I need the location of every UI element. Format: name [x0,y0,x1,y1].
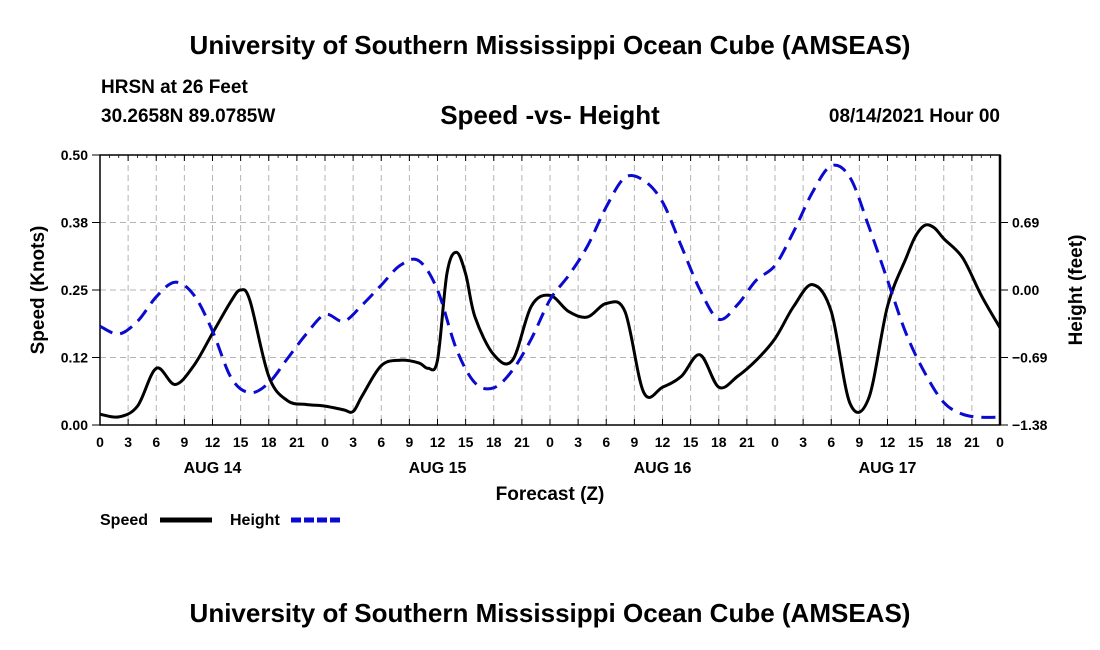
x-tick-label: 15 [233,434,249,450]
x-tick-label: 12 [880,434,896,450]
y-tick-label: 0.38 [61,215,88,231]
x-day-label: AUG 17 [859,460,917,477]
y-tick-label: 0.50 [61,147,88,163]
x-tick-label: 18 [711,434,727,450]
x-day-label: AUG 14 [184,460,242,477]
x-tick-label: 9 [855,434,863,450]
x-tick-label: 15 [908,434,924,450]
x-tick-label: 12 [430,434,446,450]
x-tick-label: 6 [827,434,835,450]
forecast-datestamp: 08/14/2021 Hour 00 [828,106,1000,127]
legend-label-speed: Speed [100,512,148,529]
y-tick-label: 0.12 [61,350,88,366]
x-tick-label: 0 [96,434,104,450]
x-tick-label: 18 [936,434,952,450]
x-tick-label: 21 [514,434,530,450]
x-tick-label: 15 [683,434,699,450]
x-day-label: AUG 16 [634,460,692,477]
x-tick-label: 3 [124,434,132,450]
x-tick-label: 12 [655,434,671,450]
footer-title: University of Southern Mississippi Ocean… [189,598,911,628]
station-coordinates: 30.2658N 89.0785W [101,106,276,127]
x-tick-label: 12 [205,434,221,450]
y-axis-title: Speed (Knots) [28,226,49,355]
y-right-tick-label: 0.69 [1012,215,1039,231]
x-tick-label: 0 [996,434,1004,450]
x-tick-label: 18 [486,434,502,450]
x-tick-label: 3 [349,434,357,450]
y-right-tick-label: 0.00 [1012,282,1039,298]
x-tick-label: 9 [180,434,188,450]
y-tick-label: 0.00 [61,417,88,433]
x-tick-label: 9 [405,434,413,450]
x-day-label: AUG 15 [409,460,467,477]
x-tick-label: 6 [602,434,610,450]
x-tick-label: 3 [799,434,807,450]
chart-main-title: University of Southern Mississippi Ocean… [189,30,911,60]
station-label: HRSN at 26 Feet [101,77,248,98]
x-tick-label: 6 [377,434,385,450]
x-tick-label: 15 [458,434,474,450]
height-series-line [99,163,1001,419]
legend-label-height: Height [230,512,280,529]
x-tick-label: 21 [739,434,755,450]
chart-subtitle: Speed -vs- Height [440,100,660,130]
x-tick-label: 0 [321,434,329,450]
y-right-tick-label: −1.38 [1012,417,1048,433]
x-axis-title: Forecast (Z) [496,484,605,505]
y-right-tick-label: −0.69 [1012,350,1048,366]
x-tick-label: 18 [261,434,277,450]
y-tick-label: 0.25 [61,282,88,298]
x-tick-label: 0 [546,434,554,450]
x-tick-label: 3 [574,434,582,450]
y-right-axis-title: Height (feet) [1066,235,1087,346]
x-tick-label: 21 [289,434,305,450]
speed-series-line [99,223,1002,419]
x-tick-label: 9 [630,434,638,450]
x-tick-label: 0 [771,434,779,450]
x-tick-label: 6 [152,434,160,450]
x-tick-label: 21 [964,434,980,450]
